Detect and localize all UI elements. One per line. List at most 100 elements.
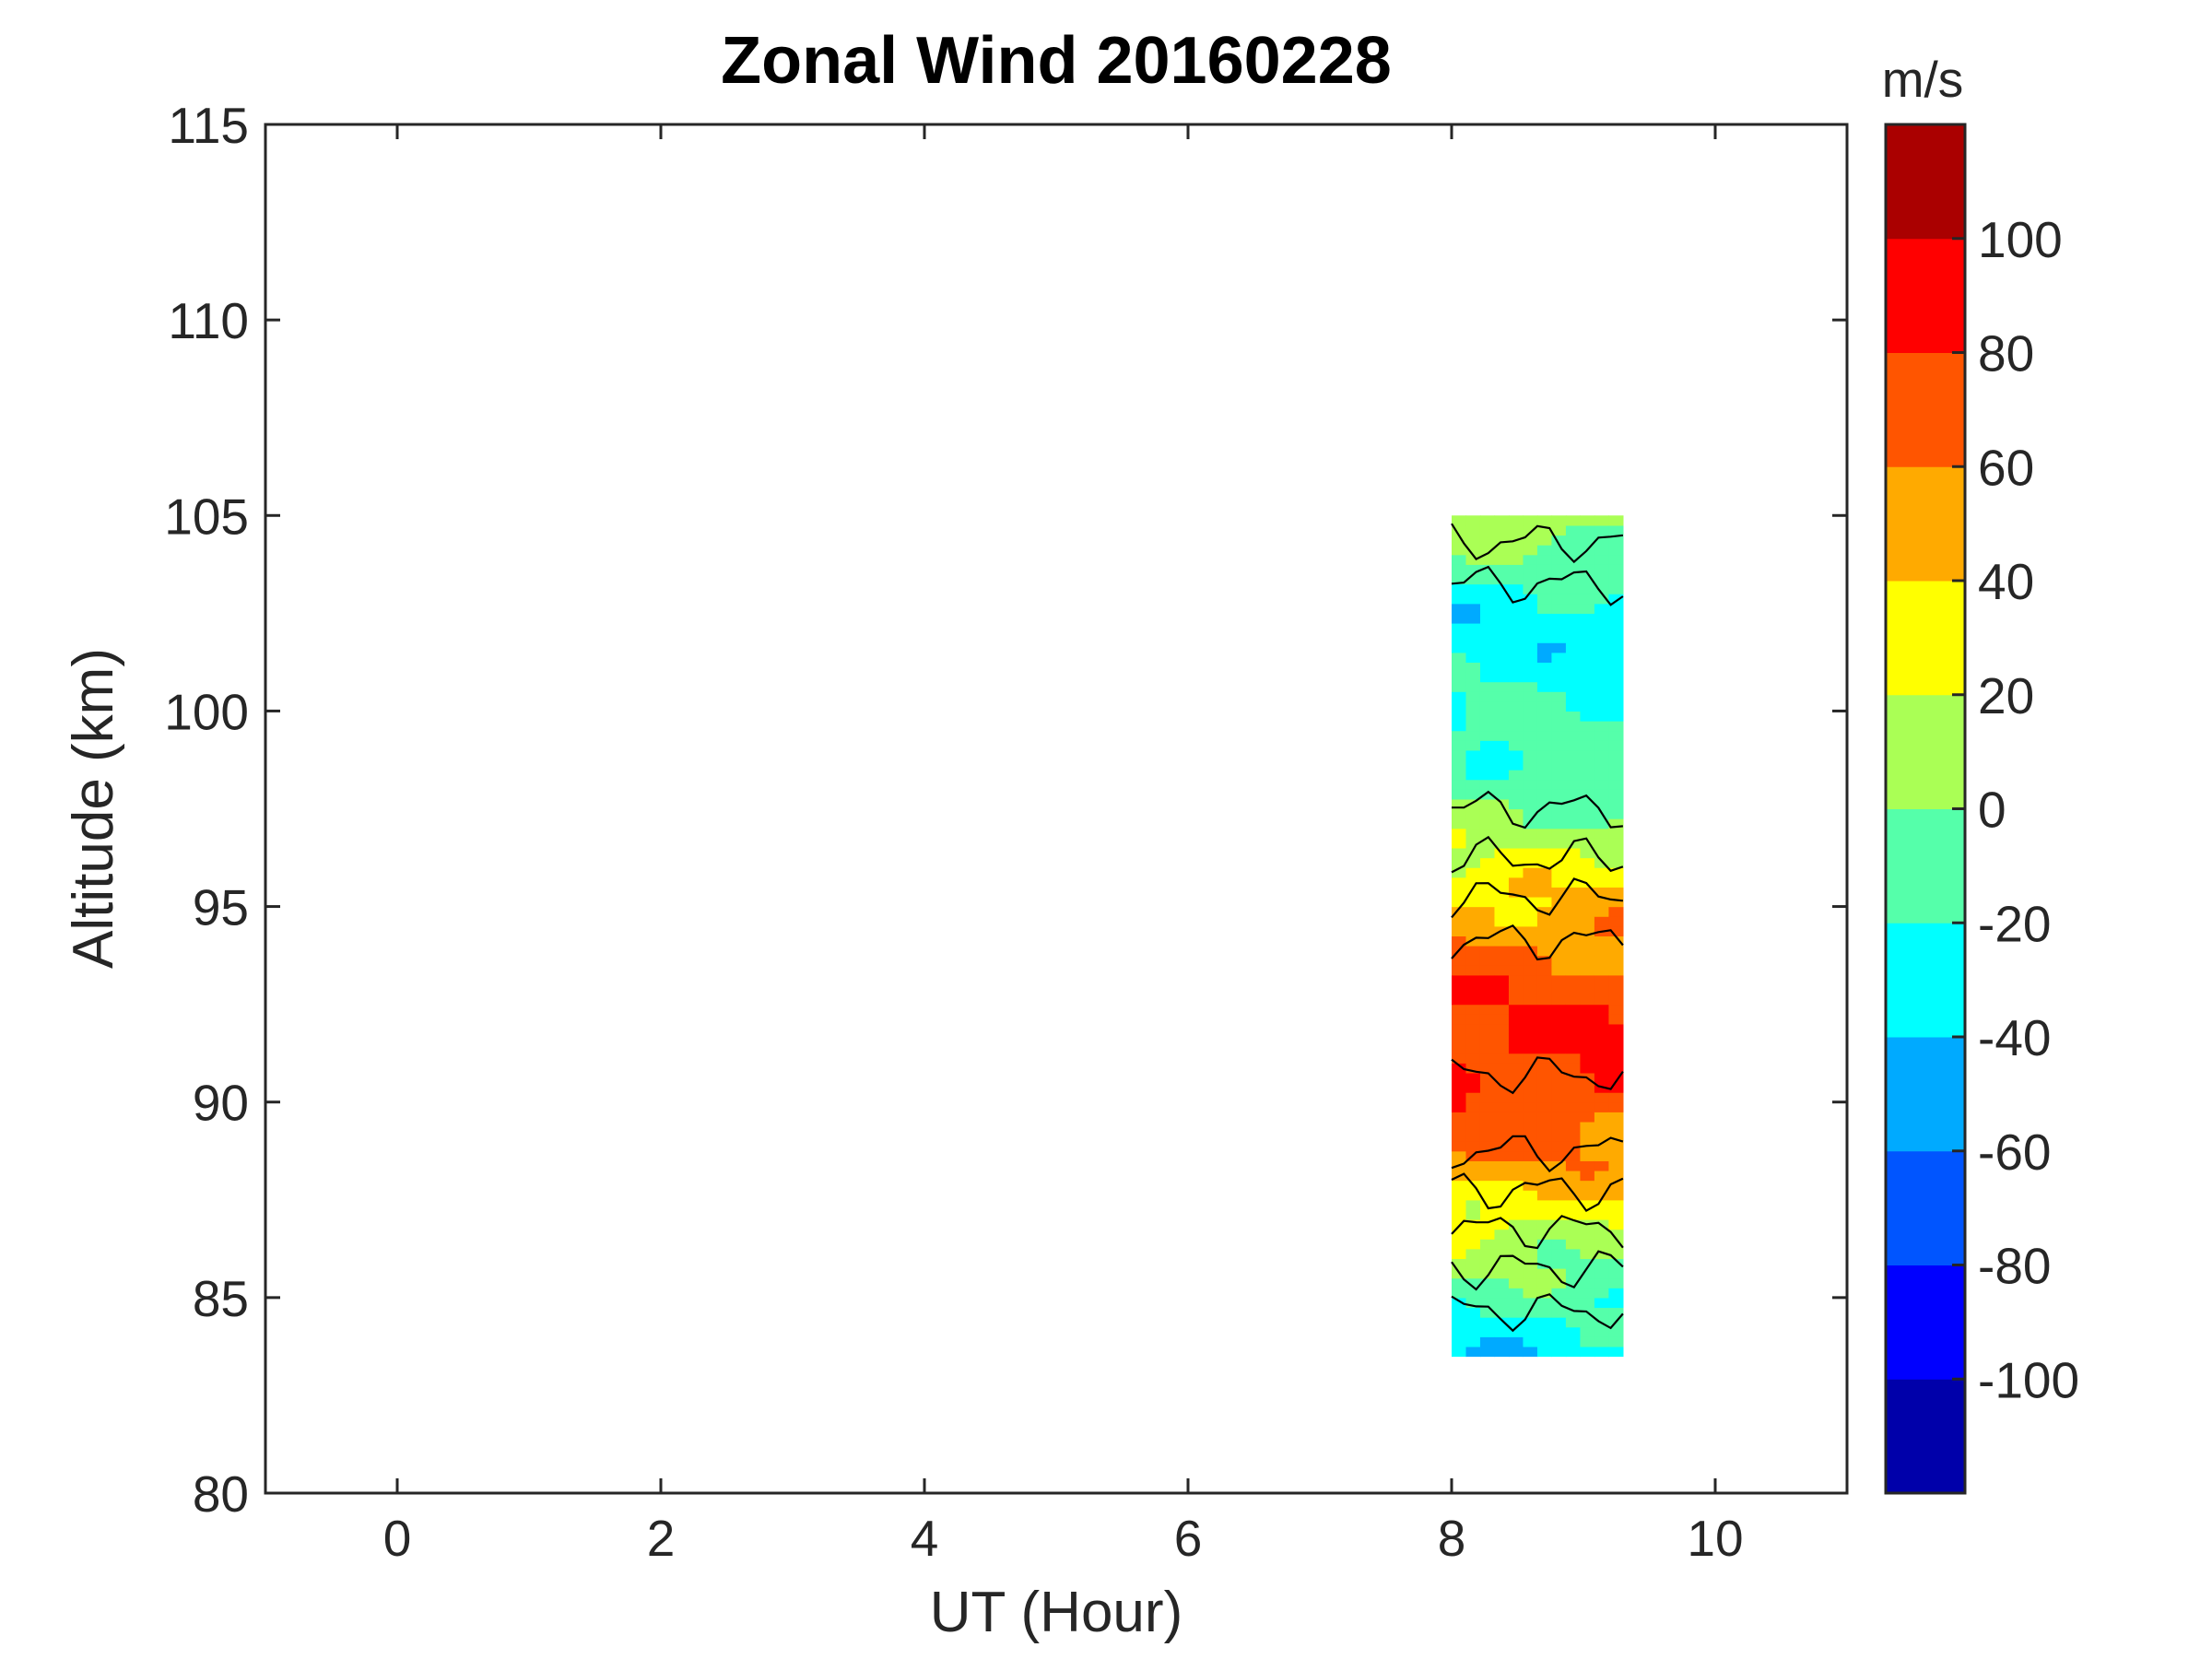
field-cell xyxy=(1565,984,1582,995)
field-cell xyxy=(1580,818,1595,830)
field-cell xyxy=(1452,818,1467,830)
field-cell xyxy=(1452,798,1467,810)
field-cell xyxy=(1523,554,1538,565)
field-cell xyxy=(1608,1141,1624,1152)
field-cell xyxy=(1594,1288,1610,1299)
field-cell xyxy=(1565,828,1582,839)
field-cell xyxy=(1494,603,1510,614)
field-cell xyxy=(1551,1248,1567,1260)
field-cell xyxy=(1494,984,1510,995)
field-cell xyxy=(1479,622,1496,634)
field-cell xyxy=(1523,1277,1538,1288)
field-cell xyxy=(1479,857,1496,868)
field-cell xyxy=(1508,798,1524,810)
field-cell xyxy=(1508,759,1524,771)
field-cell xyxy=(1551,545,1567,556)
field-cell xyxy=(1608,554,1624,565)
field-cell xyxy=(1608,711,1624,722)
field-cell xyxy=(1465,603,1481,614)
field-cell xyxy=(1508,789,1524,800)
colorbar-segment xyxy=(1886,581,1965,696)
field-cell xyxy=(1565,632,1582,643)
field-cell xyxy=(1465,730,1481,741)
field-cell xyxy=(1465,1219,1481,1230)
field-cell xyxy=(1565,857,1582,868)
field-cell xyxy=(1536,789,1553,800)
field-cell xyxy=(1494,1277,1510,1288)
field-cell xyxy=(1479,1180,1496,1191)
field-cell xyxy=(1594,1297,1610,1309)
field-cell xyxy=(1580,1180,1595,1191)
field-cell xyxy=(1508,877,1524,888)
field-cell xyxy=(1508,955,1524,966)
field-cell xyxy=(1465,789,1481,800)
field-cell xyxy=(1452,749,1467,761)
field-cell xyxy=(1465,711,1481,722)
field-cell xyxy=(1565,1258,1582,1269)
field-cell xyxy=(1594,1170,1610,1182)
field-cell xyxy=(1494,867,1510,878)
field-cell xyxy=(1551,1219,1567,1230)
field-cell xyxy=(1565,906,1582,917)
field-cell xyxy=(1452,1131,1467,1142)
field-cell xyxy=(1494,1131,1510,1142)
field-cell xyxy=(1465,1258,1481,1269)
field-cell xyxy=(1608,1112,1624,1123)
field-cell xyxy=(1580,946,1595,957)
field-cell xyxy=(1523,1014,1538,1025)
field-cell xyxy=(1536,1297,1553,1309)
field-cell xyxy=(1479,1063,1496,1074)
field-cell xyxy=(1594,740,1610,751)
field-cell xyxy=(1465,1043,1481,1054)
field-cell xyxy=(1551,652,1567,663)
field-cell xyxy=(1508,1336,1524,1347)
field-cell xyxy=(1536,1170,1553,1182)
field-cell xyxy=(1479,564,1496,575)
field-cell xyxy=(1494,1063,1510,1074)
field-cell xyxy=(1479,867,1496,878)
field-cell xyxy=(1580,1131,1595,1142)
field-cell xyxy=(1608,700,1624,712)
field-cell xyxy=(1565,1160,1582,1171)
field-cell xyxy=(1551,1258,1567,1269)
field-cell xyxy=(1608,672,1624,683)
field-cell xyxy=(1452,935,1467,947)
field-cell xyxy=(1479,721,1496,732)
field-cell xyxy=(1594,1248,1610,1260)
field-cell xyxy=(1580,1092,1595,1103)
field-cell xyxy=(1479,632,1496,643)
field-cell xyxy=(1565,721,1582,732)
field-cell xyxy=(1551,583,1567,594)
field-cell xyxy=(1536,691,1553,702)
field-cell xyxy=(1580,613,1595,624)
field-cell xyxy=(1465,573,1481,585)
field-cell xyxy=(1523,984,1538,995)
field-cell xyxy=(1565,1317,1582,1328)
x-axis-ticks: 0 2 4 6 8 10 xyxy=(383,124,1744,1567)
field-cell xyxy=(1508,1277,1524,1288)
field-cell xyxy=(1608,789,1624,800)
field-cell xyxy=(1594,1199,1610,1210)
field-cell xyxy=(1536,632,1553,643)
field-cell xyxy=(1494,1043,1510,1054)
field-cell xyxy=(1479,642,1496,653)
field-cell xyxy=(1465,974,1481,986)
field-cell xyxy=(1479,955,1496,966)
field-cell xyxy=(1523,1199,1538,1210)
field-cell xyxy=(1494,1033,1510,1044)
field-cell xyxy=(1536,535,1553,546)
field-cell xyxy=(1508,1180,1524,1191)
field-cell xyxy=(1452,847,1467,859)
field-cell xyxy=(1580,524,1595,536)
field-cell xyxy=(1523,730,1538,741)
field-cell xyxy=(1608,642,1624,653)
field-cell xyxy=(1465,652,1481,663)
field-cell xyxy=(1608,652,1624,663)
field-cell xyxy=(1594,798,1610,810)
field-cell xyxy=(1479,1307,1496,1318)
field-cell xyxy=(1452,554,1467,565)
field-cell xyxy=(1465,946,1481,957)
field-cell xyxy=(1523,1043,1538,1054)
field-cell xyxy=(1452,1326,1467,1337)
field-cell xyxy=(1551,1023,1567,1035)
